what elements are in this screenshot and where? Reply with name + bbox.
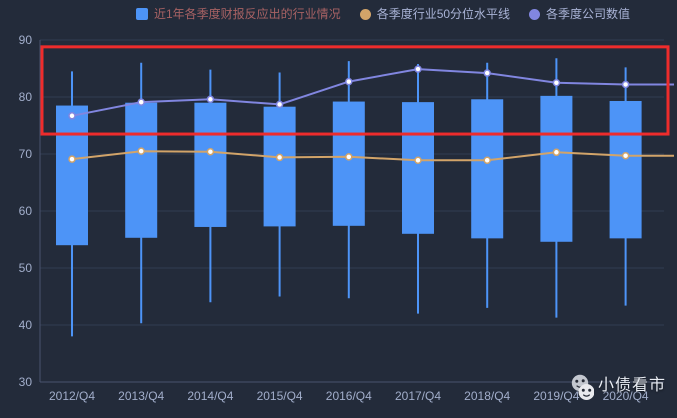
- y-axis-label: 40: [19, 318, 33, 332]
- y-axis-label: 90: [19, 33, 33, 47]
- median-point: [345, 153, 353, 161]
- company-point: [275, 100, 284, 109]
- x-axis-label: 2012/Q4: [49, 389, 95, 403]
- company-point: [483, 69, 491, 77]
- company-point: [206, 95, 215, 104]
- x-axis-label: 2018/Q4: [464, 389, 510, 403]
- legend-square-marker-icon: [136, 8, 148, 20]
- legend-item-industry-range[interactable]: 近1年各季度财报反应出的行业情况: [136, 6, 341, 22]
- median-point: [275, 153, 284, 162]
- candle-body: [332, 101, 365, 226]
- company-point: [552, 79, 561, 87]
- chart-legend: 近1年各季度财报反应出的行业情况 各季度行业50分位水平线 各季度公司数值: [136, 6, 630, 22]
- candle-body: [194, 102, 227, 227]
- legend-item-company-value[interactable]: 各季度公司数值: [529, 6, 630, 22]
- candle-body: [471, 99, 504, 239]
- x-axis-label: 2016/Q4: [326, 389, 372, 403]
- x-axis-label: 2015/Q4: [257, 389, 303, 403]
- x-axis-label: 2019/Q4: [533, 389, 579, 403]
- median-point: [483, 156, 491, 165]
- company-point: [137, 98, 145, 106]
- median-point: [137, 147, 145, 155]
- candle-body: [263, 106, 296, 227]
- highlight-rect: [40, 45, 670, 136]
- y-axis-label: 60: [19, 204, 33, 218]
- legend-circle-marker-icon: [529, 8, 541, 20]
- x-axis-label: 2013/Q4: [118, 389, 164, 403]
- y-axis-label: 50: [19, 261, 33, 275]
- y-axis-label: 80: [19, 90, 33, 104]
- company-point: [621, 80, 630, 89]
- company-line: [71, 68, 674, 117]
- watermark: 小债看市: [554, 366, 666, 400]
- company-point: [68, 112, 76, 120]
- candle-body: [125, 102, 158, 238]
- legend-circle-marker-icon: [359, 8, 371, 20]
- candle-body: [402, 102, 434, 234]
- candle-body: [56, 105, 88, 246]
- median-point: [68, 155, 76, 163]
- wechat-faces-icon: [571, 374, 594, 400]
- legend-label-median-line: 各季度行业50分位水平线: [376, 7, 511, 21]
- y-axis-label: 70: [19, 147, 33, 161]
- watermark-text: 小债看市: [598, 377, 667, 394]
- x-axis-label: 2017/Q4: [395, 389, 441, 403]
- median-point: [414, 156, 422, 165]
- median-point: [552, 148, 561, 157]
- candle-body: [609, 100, 642, 239]
- legend-label-company-value: 各季度公司数值: [546, 7, 631, 21]
- candle-body: [540, 95, 573, 242]
- x-axis-label: 2020/Q4: [603, 389, 649, 403]
- median-point: [621, 151, 630, 160]
- company-point: [345, 77, 353, 86]
- median-point: [206, 147, 215, 156]
- y-axis-label: 30: [19, 375, 33, 389]
- median-line: [71, 150, 674, 162]
- x-axis-label: 2014/Q4: [187, 389, 233, 403]
- legend-item-median-line[interactable]: 各季度行业50分位水平线: [359, 6, 511, 22]
- legend-label-industry-range: 近1年各季度财报反应出的行业情况: [154, 7, 341, 21]
- company-point: [414, 65, 422, 73]
